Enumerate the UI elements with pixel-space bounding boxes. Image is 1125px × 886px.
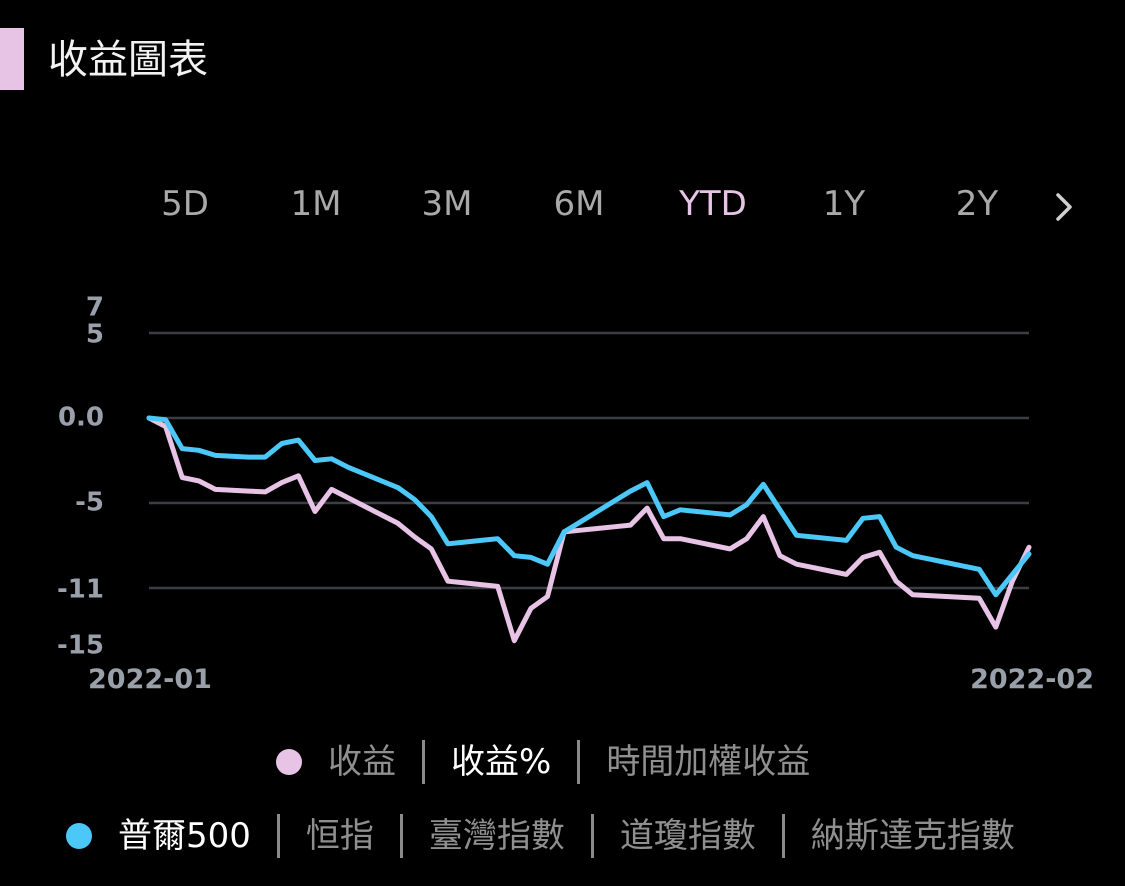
- chevron-right-icon[interactable]: [1048, 190, 1082, 224]
- tab-ytd[interactable]: YTD: [679, 184, 747, 224]
- benchmark-hang-seng[interactable]: 恒指: [305, 816, 374, 856]
- benchmark-taiwan[interactable]: 臺灣指數: [428, 816, 565, 856]
- metric-returns[interactable]: 收益: [328, 742, 396, 782]
- benchmark-dow-jones[interactable]: 道瓊指數: [619, 816, 756, 856]
- divider: [577, 740, 581, 784]
- metric-returns-percent[interactable]: 收益%: [451, 742, 552, 782]
- range-tabs: 5D 1M 3M 6M YTD 1Y 2Y: [120, 176, 1100, 236]
- y-tick-label: 0.0: [58, 403, 104, 433]
- benchmark-nasdaq[interactable]: 納斯達克指數: [810, 816, 1015, 856]
- series-line-returns: [146, 415, 1032, 644]
- y-tick-label: -11: [57, 575, 104, 605]
- y-tick-label: -15: [57, 631, 104, 661]
- y-tick-label: 7: [86, 293, 104, 323]
- metric-selector: 收益 收益% 時間加權收益: [0, 732, 1125, 792]
- tab-1m[interactable]: 1M: [290, 184, 342, 224]
- tab-1y[interactable]: 1Y: [822, 184, 866, 224]
- metric-time-weighted-returns[interactable]: 時間加權收益: [606, 742, 811, 782]
- returns-series-dot: [276, 749, 302, 775]
- divider: [422, 740, 425, 784]
- divider: [399, 814, 403, 858]
- tab-2y[interactable]: 2Y: [955, 184, 999, 224]
- tab-5d[interactable]: 5D: [161, 184, 209, 224]
- y-tick-label: 5: [86, 320, 104, 350]
- divider: [590, 814, 594, 858]
- benchmark-series-dot: [66, 823, 92, 849]
- divider: [781, 814, 785, 858]
- tab-3m[interactable]: 3M: [421, 184, 473, 224]
- x-tick-label: 2022-02: [970, 664, 1094, 695]
- divider: [276, 814, 280, 858]
- y-tick-label: -5: [75, 488, 104, 518]
- benchmark-selector: 普爾500 恒指 臺灣指數 道瓊指數 納斯達克指數: [0, 806, 1125, 866]
- tab-6m[interactable]: 6M: [553, 184, 605, 224]
- benchmark-sp500[interactable]: 普爾500: [118, 816, 251, 856]
- page-title: 收益圖表: [48, 37, 208, 83]
- x-tick-label: 2022-01: [88, 664, 212, 695]
- title-accent-bar: [0, 28, 24, 90]
- series-line-sp500: [146, 415, 1032, 598]
